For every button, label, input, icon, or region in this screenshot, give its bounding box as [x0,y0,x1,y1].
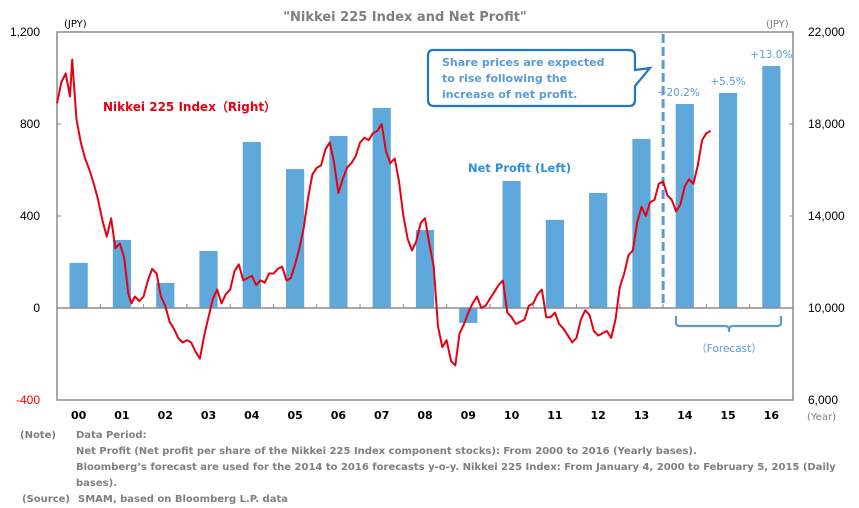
note-row: (Note) Data Period: [0,428,859,444]
left-axis-unit: (JPY) [64,19,87,30]
right-tick-label: 22,000 [808,25,845,39]
x-tick-label: 13 [634,409,649,422]
notes-block: (Note) Data Period: Net Profit (Net prof… [0,428,859,508]
net-profit-bar [415,230,435,308]
net-profit-bar [69,262,88,308]
net-profit-series-label: Net Profit (Left) [468,161,571,175]
note-row: Bloomberg’s forecast are used for the 20… [0,460,859,492]
x-tick-label: 09 [461,409,476,422]
x-tick-label: 04 [244,409,260,422]
net-profit-bars [69,66,781,323]
note-line-3: Bloomberg’s forecast are used for the 20… [76,462,836,489]
x-tick-label: 07 [374,409,389,422]
callout-bubble: Share prices are expected to rise follow… [426,48,653,108]
note-spacer [0,444,76,460]
net-profit-bar [545,219,564,308]
x-tick-label: 03 [201,409,216,422]
source-row: (Source) SMAM, based on Bloomberg L.P. d… [0,492,859,508]
forecast-percent-label: +13.0% [750,49,792,61]
net-profit-bar [589,193,608,308]
note-spacer [0,460,76,492]
net-profit-bar [718,92,738,308]
note-row: Net Profit (Net profit per share of the … [0,444,859,460]
net-profit-bar [156,282,175,308]
x-tick-label: 11 [547,409,562,422]
nikkei-225-line [56,58,712,367]
x-axis-unit: (Year) [807,412,836,423]
x-tick-label: 01 [114,409,129,422]
callout-line-3: increase of net profit. [442,88,577,101]
left-tick-label: -400 [16,393,40,407]
net-profit-bar [632,138,651,308]
net-profit-bar [199,250,218,308]
x-tick-label: 16 [764,409,780,422]
net-profit-bar [329,135,348,308]
x-tick-label: 14 [677,409,693,422]
left-tick-label: 400 [20,209,40,223]
net-profit-bar [242,141,261,308]
x-tick-label: 08 [417,409,432,422]
forecast-brace [674,316,783,332]
note-key: (Note) [20,430,56,441]
x-tick-label: 12 [591,409,606,422]
x-tick-label: 10 [504,409,520,422]
nikkei-series-label: Nikkei 225 Index（Right） [103,99,276,114]
right-axis-ticks: 22,000 18,000 14,000 10,000 6,000 [789,25,845,407]
net-profit-bar [459,308,478,323]
note-line-1: Data Period: [76,430,147,441]
right-axis-unit: (JPY) [766,19,789,30]
callout-line-1: Share prices are expected [442,56,604,69]
left-tick-label: 800 [20,117,40,131]
x-tick-label: 00 [71,409,87,422]
net-profit-bar [286,169,305,308]
net-profit-bar [675,103,694,309]
left-tick-label: 0 [33,301,40,315]
forecast-percent-label: +20.2% [658,87,700,99]
source-key: (Source) [22,494,70,505]
chart-title: "Nikkei 225 Index and Net Profit" [283,10,526,25]
right-tick-label: 18,000 [808,117,845,131]
callout-line-2: to rise following the [442,72,567,85]
note-line-2: Net Profit (Net profit per share of the … [76,446,697,457]
x-tick-label: 15 [720,409,735,422]
right-tick-label: 14,000 [808,209,845,223]
net-profit-bar [762,66,781,308]
x-tick-label: 05 [287,409,302,422]
left-axis-ticks: 1,200 800 400 0 -400 [10,25,61,407]
right-tick-label: 6,000 [808,393,838,407]
net-profit-bar [112,239,132,308]
forecast-percent-label: +5.5% [710,76,745,88]
forecast-percent-labels: +20.2% +5.5% +13.0% [658,49,793,99]
net-profit-bar [502,181,521,308]
x-tick-label: 06 [331,409,347,422]
right-tick-label: 10,000 [808,301,845,315]
left-tick-label: 1,200 [10,25,40,39]
x-tick-label: 02 [158,409,173,422]
forecast-label: （Forecast） [696,343,761,355]
net-profit-bar [372,107,391,309]
x-axis-labels: 00 01 02 03 04 05 06 07 08 09 10 11 12 13 14 15 16 [71,409,779,422]
source-text: SMAM, based on Bloomberg L.P. data [78,494,288,505]
